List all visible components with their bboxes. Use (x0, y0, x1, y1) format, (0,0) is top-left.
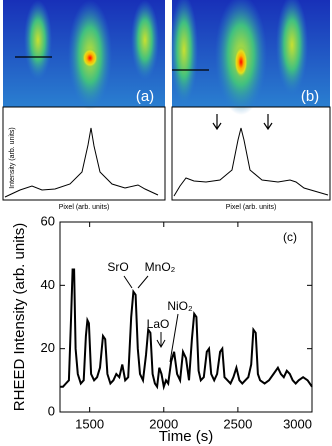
x-tick-label: 2500 (223, 416, 252, 431)
y-tick-label: 60 (41, 213, 55, 228)
profile-b (171, 106, 331, 201)
x-tick-label: 1500 (75, 416, 104, 431)
rheed-image-a (3, 0, 165, 110)
panel-label: (c) (283, 230, 297, 244)
panel-label: (b) (301, 88, 319, 105)
y-axis-label: RHEED Intensity (arb. units) (11, 223, 28, 411)
annotation: SrO (107, 260, 128, 274)
x-axis-label: Time (s) (159, 428, 213, 445)
x-tick-label: 2000 (149, 416, 178, 431)
x-tick-label: 3000 (283, 416, 312, 431)
y-tick-label: 20 (41, 340, 55, 355)
x-axis-label: Pixel (arb. units) (59, 204, 110, 211)
line-series (60, 268, 313, 391)
panel-label: (a) (136, 88, 154, 105)
profile-a (2, 106, 166, 201)
annotation: LaO (147, 317, 170, 331)
y-tick-label: 0 (48, 403, 55, 418)
annotation: NiO₂ (167, 299, 193, 313)
annotations: (c) SrO MnO₂ LaO NiO₂ (107, 230, 297, 363)
rheed-image-b (170, 0, 330, 115)
x-axis-label: Pixel (arb. units) (226, 204, 277, 211)
y-tick-label: 40 (41, 277, 55, 292)
y-axis-label: Intensity (arb. units) (9, 127, 16, 188)
plot-frame (59, 221, 313, 413)
annotation: MnO₂ (145, 260, 176, 274)
